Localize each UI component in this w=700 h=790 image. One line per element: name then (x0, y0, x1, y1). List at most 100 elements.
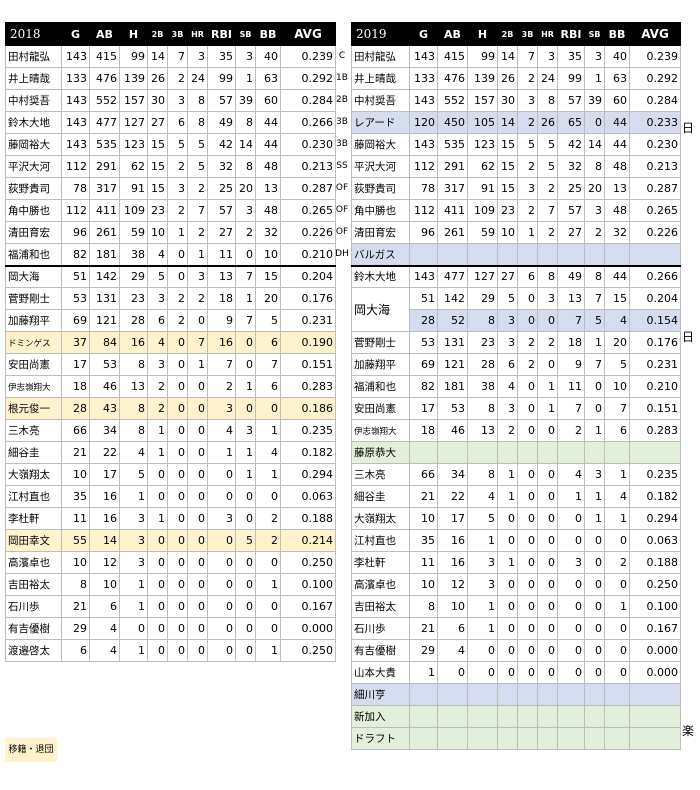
stat-cell: 0 (584, 639, 605, 662)
stat-cell: 1 (119, 573, 148, 596)
stat-cell: 24 (187, 67, 208, 90)
stat-cell: 0.239 (280, 45, 336, 68)
stat-cell: 13 (604, 177, 630, 200)
player-name: 伊志嶺翔大 (5, 375, 62, 398)
stat-cell: 23 (147, 199, 168, 222)
stat-cell: 0 (235, 573, 256, 596)
stat-cell: 317 (437, 177, 468, 200)
stat-cell: 0.235 (629, 463, 681, 486)
stat-cell: 7 (167, 45, 188, 68)
stat-cell: 0.214 (280, 529, 336, 552)
stat-cell: 131 (437, 331, 468, 354)
stat-cell: 0 (167, 463, 188, 486)
stat-cell: 0 (517, 617, 538, 640)
stat-cell (497, 441, 518, 464)
hosokawa-team-note: 楽 (682, 724, 695, 738)
stat-cell: 2 (167, 309, 188, 332)
stat-cell: 12 (89, 551, 120, 574)
stat-cell (557, 243, 585, 266)
stat-cell: 1 (584, 419, 605, 442)
stat-cell: 0 (147, 595, 168, 618)
stat-cell: 3 (584, 463, 605, 486)
table-row: 安田尚憲 17 53 8 3 0 1 7 0 7 0.151 (351, 397, 681, 420)
stat-cell (409, 705, 438, 728)
stat-cell (584, 727, 605, 750)
player-name: 岡大海 (5, 264, 62, 288)
stat-cell: 2 (517, 199, 538, 222)
stat-cell: 59 (119, 221, 148, 244)
stat-cell: 0 (147, 573, 168, 596)
table-row: 中村奨吾 143 552 157 30 3 8 57 39 60 0.284 (5, 89, 336, 112)
stat-cell: 1 (235, 287, 256, 310)
stat-cell: 0.239 (629, 45, 681, 68)
stat-cell: 0 (187, 529, 208, 552)
stat-cell: 4 (497, 375, 518, 398)
stats-table-2019: 2019 G AB H 2B 3B HR RBI SB BB AVG 田村龍弘 1… (351, 22, 681, 750)
player-name: 福浦和也 (351, 375, 410, 398)
stat-cell: 0.176 (629, 331, 681, 354)
col-g: G (409, 22, 438, 46)
stat-cell: 0.265 (280, 199, 336, 222)
stat-cell: 0 (235, 331, 256, 354)
stat-cell: 1 (517, 221, 538, 244)
stat-cell: 6 (604, 419, 630, 442)
stat-cell: 0 (584, 573, 605, 596)
stat-cell: 11 (557, 375, 585, 398)
player-name: 根元俊一 (5, 397, 62, 420)
player-name: 山本大貴 (351, 661, 410, 684)
stat-cell: 0 (537, 639, 558, 662)
stat-cell: 0 (187, 419, 208, 442)
table-row: 李杜軒 11 16 3 1 0 0 3 0 2 0.188 (351, 551, 681, 574)
table-row: 田村龍弘 143 415 99 14 7 3 35 3 40 0.239 (5, 45, 336, 68)
stat-cell: 1 (604, 463, 630, 486)
stat-cell (517, 441, 538, 464)
stat-cell: 28 (119, 309, 148, 332)
player-name: 平沢大河 (351, 155, 410, 178)
stat-cell: 6 (147, 309, 168, 332)
stat-cell: 0 (467, 639, 498, 662)
stat-cell: 82 (409, 375, 438, 398)
stat-cell: 0 (167, 397, 188, 420)
stat-cell (557, 683, 585, 706)
stat-cell: 0.100 (629, 595, 681, 618)
player-name: 新加入 (351, 705, 410, 728)
stat-cell: 52 (437, 309, 468, 332)
stat-cell: 1 (235, 463, 256, 486)
stat-cell: 11 (409, 551, 438, 574)
stat-cell: 0 (235, 243, 256, 266)
stat-cell: 1 (409, 661, 438, 684)
stat-cell: 15 (497, 177, 518, 200)
stat-cell: 0 (517, 529, 538, 552)
stat-cell (497, 727, 518, 750)
stat-cell: 13 (119, 375, 148, 398)
stat-cell: 476 (89, 67, 120, 90)
stat-cell: 7 (584, 353, 605, 376)
stat-cell: 4 (147, 331, 168, 354)
stat-cell: 1 (147, 507, 168, 530)
table-row: 江村直也 35 16 1 0 0 0 0 0 0 0.063 (5, 485, 336, 508)
stat-cell: 0 (497, 661, 518, 684)
table-row: 岡大海 51 142 29 5 0 3 13 7 15 0.204 (351, 287, 681, 332)
stat-cell: 0 (537, 617, 558, 640)
stat-cell: 0.100 (280, 573, 336, 596)
stat-cell: 37 (61, 331, 90, 354)
stat-cell: 2 (187, 221, 208, 244)
stat-cell: 0 (187, 573, 208, 596)
table-row: 井上晴哉 133 476 139 26 2 24 99 1 63 0.292 (5, 67, 336, 90)
stat-cell: 34 (437, 463, 468, 486)
stat-cell (604, 441, 630, 464)
stat-cell: 0 (497, 507, 518, 530)
stat-cell: 0.151 (629, 397, 681, 420)
stat-cell: 1 (497, 485, 518, 508)
table-row: 伊志嶺翔大 18 46 13 2 0 0 2 1 6 0.283 (351, 419, 681, 442)
position-label: OF (335, 205, 349, 215)
stat-cell: 0.292 (280, 67, 336, 90)
stat-cell: 2 (537, 221, 558, 244)
stat-cell: 139 (467, 67, 498, 90)
stat-cell: 3 (497, 331, 518, 354)
stat-cell: 3 (467, 573, 498, 596)
stat-cell: 23 (497, 199, 518, 222)
stat-cell: 48 (255, 199, 281, 222)
stat-cell: 34 (89, 419, 120, 442)
stat-cell: 3 (167, 177, 188, 200)
